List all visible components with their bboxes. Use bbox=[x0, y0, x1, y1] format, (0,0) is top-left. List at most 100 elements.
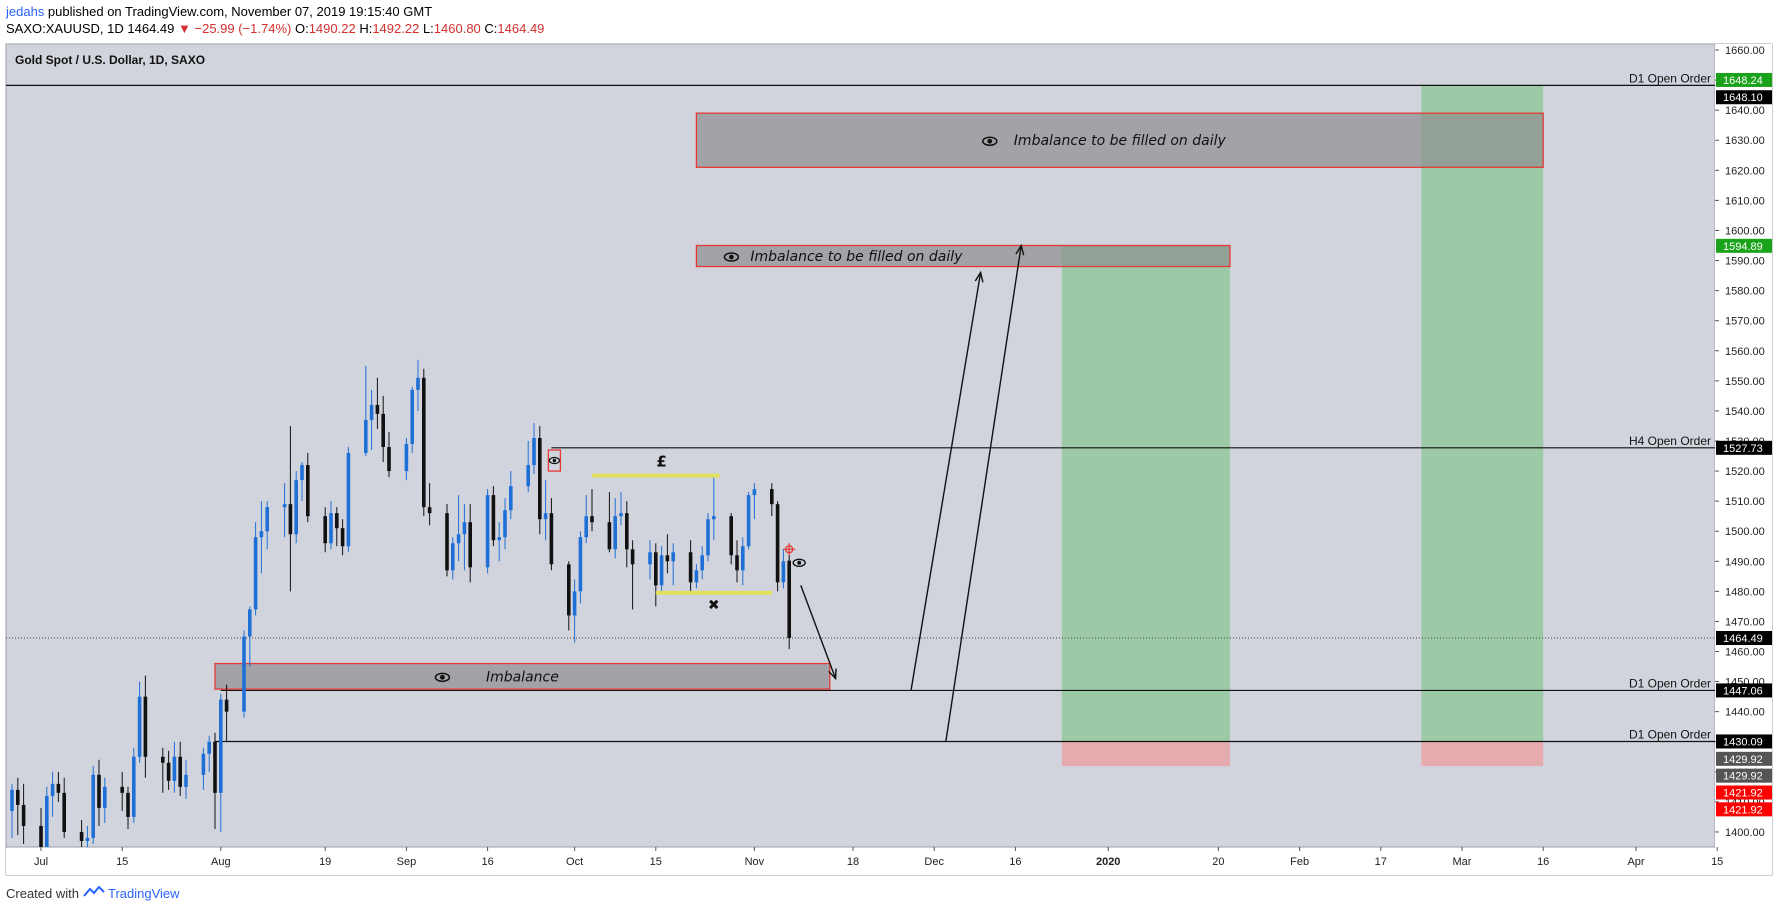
x-tick-label: 15 bbox=[1711, 856, 1723, 868]
tradingview-link[interactable]: TradingView bbox=[108, 886, 180, 901]
price-badge-bg bbox=[1716, 440, 1772, 455]
candle-body bbox=[39, 825, 43, 847]
x-tick-label: 15 bbox=[116, 856, 128, 868]
candle-body bbox=[781, 561, 786, 583]
candle-body bbox=[207, 741, 211, 754]
candle-body bbox=[172, 756, 177, 781]
y-tick-label: 1500.00 bbox=[1725, 526, 1765, 538]
y-tick-label: 1400.00 bbox=[1725, 827, 1765, 839]
eye-icon bbox=[982, 136, 998, 146]
price-badge-bg bbox=[1716, 802, 1772, 817]
candle-body bbox=[97, 774, 101, 808]
candle-body bbox=[567, 564, 571, 616]
candle-body bbox=[132, 756, 136, 817]
y-tick-label: 1570.00 bbox=[1725, 316, 1765, 328]
order-level-label: H4 Open Order bbox=[1629, 434, 1711, 448]
candle-body bbox=[178, 756, 182, 787]
candle-body bbox=[497, 537, 501, 541]
x-tick-label: Mar bbox=[1453, 856, 1472, 868]
price-badge: 1447.06 bbox=[1723, 685, 1763, 697]
candle-body bbox=[706, 519, 710, 556]
price-badge-bg bbox=[1716, 238, 1772, 253]
candle-body bbox=[91, 774, 95, 838]
x-tick-label: 17 bbox=[1375, 856, 1387, 868]
imbalance-zone bbox=[695, 244, 1231, 268]
eye-pupil bbox=[440, 674, 445, 680]
candle-body bbox=[451, 543, 455, 571]
eye-pupil bbox=[552, 458, 557, 463]
candle-body bbox=[300, 465, 304, 481]
candle-body bbox=[590, 516, 594, 523]
tradingview-logo-icon bbox=[82, 885, 108, 901]
arrow-shaft bbox=[800, 585, 837, 679]
candle-body bbox=[253, 537, 258, 610]
candle-body bbox=[741, 546, 745, 571]
crosshair-marker-icon bbox=[783, 543, 796, 556]
x-tick-label: 16 bbox=[1009, 856, 1021, 868]
imbalance-zone bbox=[214, 662, 831, 690]
candle-body bbox=[381, 413, 385, 448]
candle-body bbox=[422, 377, 426, 508]
candle-body bbox=[659, 555, 664, 586]
candle-body bbox=[219, 699, 223, 793]
projection-arrow bbox=[800, 585, 837, 681]
candle-body bbox=[137, 696, 142, 757]
eye-pupil bbox=[797, 560, 802, 565]
eye-icon bbox=[434, 672, 451, 683]
zone-label: Imbalance bbox=[486, 669, 559, 685]
author-link[interactable]: jedahs bbox=[6, 4, 45, 19]
arrow-shaft bbox=[945, 245, 1022, 742]
y-tick-label: 1520.00 bbox=[1725, 466, 1765, 478]
symbol-info-line: SAXO:XAUUSD, 1D 1464.49 ▼ −25.99 (−1.74%… bbox=[6, 21, 544, 36]
candle-body bbox=[259, 531, 264, 538]
eye-pupil bbox=[987, 138, 993, 144]
y-tick-label: 1610.00 bbox=[1725, 195, 1765, 207]
eye-outline bbox=[792, 558, 806, 567]
high-value: 1492.22 bbox=[372, 21, 420, 36]
eye-outline bbox=[434, 672, 451, 683]
candle-body bbox=[369, 404, 374, 420]
x-tick-label: 16 bbox=[481, 856, 493, 868]
x-tick-label: Feb bbox=[1290, 856, 1309, 868]
candle-body bbox=[410, 389, 414, 444]
eye-pupil bbox=[729, 254, 734, 260]
y-tick-label: 1470.00 bbox=[1725, 616, 1765, 628]
candle-body bbox=[729, 516, 733, 556]
candle-body bbox=[532, 437, 536, 466]
price-badge: 1430.09 bbox=[1723, 736, 1763, 748]
candle-body bbox=[538, 437, 542, 520]
x-tick-label: Apr bbox=[1627, 856, 1644, 868]
arrow-shaft bbox=[910, 272, 982, 691]
price-chart[interactable]: Gold Spot / U.S. Dollar, 1D, SAXO 1400.00… bbox=[0, 0, 1779, 880]
candle-body bbox=[613, 516, 617, 550]
candle-body bbox=[468, 522, 472, 568]
price-badge: 1429.92 bbox=[1723, 754, 1763, 766]
created-with-label: Created with bbox=[6, 886, 79, 901]
candle-body bbox=[404, 443, 409, 472]
y-tick-label: 1660.00 bbox=[1725, 45, 1765, 57]
candle-body bbox=[694, 570, 699, 583]
x-tick-label: 18 bbox=[847, 856, 859, 868]
last-price: 1464.49 bbox=[127, 21, 175, 36]
candle-body bbox=[282, 504, 287, 508]
candle-body bbox=[120, 786, 124, 793]
candle-body bbox=[62, 792, 66, 832]
candle-body bbox=[445, 513, 449, 571]
price-change: ▼ −25.99 (−1.74%) bbox=[178, 21, 292, 36]
candle-body bbox=[242, 636, 246, 712]
arrow-head bbox=[1015, 243, 1025, 256]
projection-arrow bbox=[945, 243, 1025, 742]
stop-zone bbox=[1421, 741, 1544, 767]
candle-body bbox=[45, 795, 49, 847]
current-price-badge-bg bbox=[1716, 631, 1772, 646]
target-zone bbox=[1421, 85, 1544, 742]
candle-body bbox=[607, 522, 612, 550]
y-tick-label: 1620.00 bbox=[1725, 165, 1765, 177]
price-badge-bg bbox=[1716, 768, 1772, 783]
price-badge-bg bbox=[1716, 683, 1772, 698]
publish-line: jedahs published on TradingView.com, Nov… bbox=[6, 4, 432, 19]
y-tick-label: 1510.00 bbox=[1725, 496, 1765, 508]
symbol-name: SAXO:XAUUSD, 1D bbox=[6, 21, 124, 36]
zone-label: Imbalance to be filled on daily bbox=[750, 249, 963, 265]
candle-body bbox=[630, 549, 635, 565]
